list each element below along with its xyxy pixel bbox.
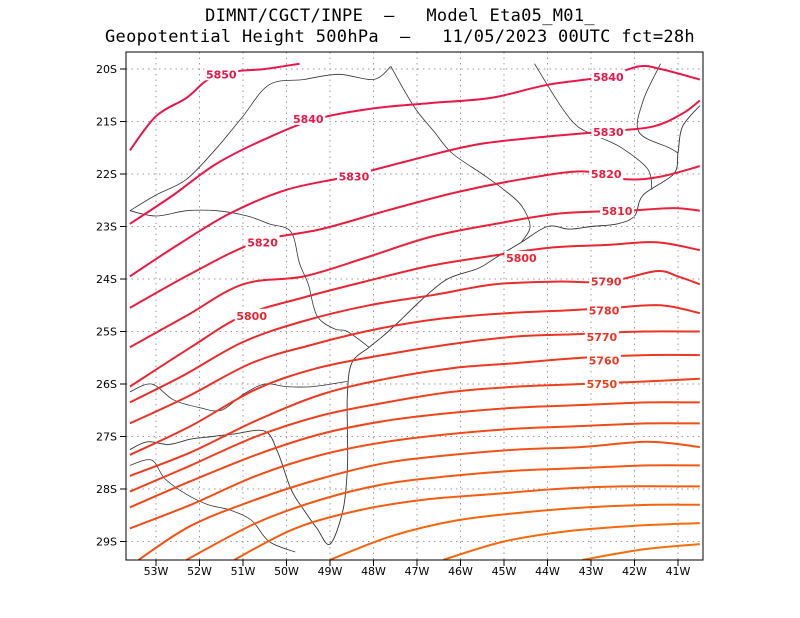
contour-label-bg xyxy=(204,67,239,81)
contour-label-bg xyxy=(336,169,371,183)
contour-label: 5830 xyxy=(593,126,624,139)
contour-label: 5760 xyxy=(589,354,620,367)
contour-5670 xyxy=(582,543,700,560)
contour-label-bg xyxy=(600,203,635,217)
contour-5720 xyxy=(138,440,700,560)
contour-5690 xyxy=(329,503,700,560)
contour-label-bg xyxy=(591,69,626,83)
state-border xyxy=(129,209,370,348)
lon-label-45W: 45W xyxy=(492,565,517,578)
contour-label: 5810 xyxy=(602,205,633,218)
lon-label-48W: 48W xyxy=(361,565,386,578)
contour-5810 xyxy=(129,207,700,349)
state-border xyxy=(636,63,679,154)
plot-frame xyxy=(125,51,704,561)
lon-label-53W: 53W xyxy=(144,565,169,578)
contour-label: 5820 xyxy=(591,168,622,181)
lat-label-25S: 25S xyxy=(96,326,117,339)
contour-5830 xyxy=(129,99,701,278)
contour-5710 xyxy=(186,464,700,560)
lon-label-41W: 41W xyxy=(666,565,691,578)
state-border xyxy=(129,66,392,212)
contour-label-bg xyxy=(584,329,619,343)
contour-label: 5780 xyxy=(589,305,620,318)
lon-label-49W: 49W xyxy=(318,565,343,578)
map-title-line-2: Geopotential Height 500hPa – 11/05/2023 … xyxy=(105,27,695,47)
state-border xyxy=(129,381,348,412)
lon-label-47W: 47W xyxy=(405,565,430,578)
lat-label-22S: 22S xyxy=(96,168,117,181)
lat-label-21S: 21S xyxy=(96,116,117,129)
contour-5820 xyxy=(129,165,701,309)
contour-label-bg xyxy=(584,377,619,390)
contour-label: 5830 xyxy=(339,171,370,184)
geography-layer xyxy=(129,63,701,553)
state-border xyxy=(129,459,296,553)
contour-label-bg xyxy=(589,274,624,288)
contour-5790 xyxy=(129,270,701,404)
contour-label-bg xyxy=(591,125,626,138)
map-title-line-1: DIMNT/CGCT/INPE – Model Eta05_M01_ xyxy=(205,6,595,26)
contour-label-bg xyxy=(589,167,624,180)
contour-label: 5770 xyxy=(587,331,618,344)
lat-label-24S: 24S xyxy=(96,273,117,286)
contour-5680 xyxy=(442,522,700,560)
state-border xyxy=(390,66,531,243)
contour-5730 xyxy=(129,422,700,530)
lon-label-44W: 44W xyxy=(535,565,560,578)
lat-label-23S: 23S xyxy=(96,221,117,234)
contour-label: 5750 xyxy=(587,378,618,391)
contour-label: 5790 xyxy=(591,276,622,289)
contour-label-bg xyxy=(587,353,622,367)
lon-label-42W: 42W xyxy=(622,565,647,578)
contour-5700 xyxy=(233,485,700,560)
contour-label: 5840 xyxy=(293,113,324,126)
longitude-axis: 53W 52W 51W 50W 49W 48W 47W 46W 45W 44W 43W 42W 41W xyxy=(144,560,691,578)
contour-label-bg xyxy=(587,303,622,317)
contour-label-bg xyxy=(291,111,326,125)
lon-label-52W: 52W xyxy=(187,565,212,578)
contour-label: 5840 xyxy=(593,71,624,84)
contour-label: 5850 xyxy=(206,68,237,81)
contour-label-bg xyxy=(245,235,280,249)
lat-label-29S: 29S xyxy=(96,536,117,549)
lat-label-26S: 26S xyxy=(96,378,117,391)
lon-label-46W: 46W xyxy=(448,565,473,578)
contour-label: 5820 xyxy=(247,236,278,249)
contour-5740 xyxy=(129,401,700,509)
lon-label-50W: 50W xyxy=(274,565,299,578)
lat-label-27S: 27S xyxy=(96,431,117,444)
contour-label-bg xyxy=(504,251,539,264)
contour-5800 xyxy=(129,241,700,388)
contour-5780 xyxy=(129,304,701,425)
contour-5840 xyxy=(129,64,701,225)
lat-label-20S: 20S xyxy=(96,63,117,76)
contour-label: 5800 xyxy=(506,252,537,265)
lon-label-51W: 51W xyxy=(231,565,256,578)
contour-label: 5800 xyxy=(236,310,267,323)
latitude-axis: 20S 21S 22S 23S 24S 25S 26S 27S 28S 29S xyxy=(96,63,126,549)
lat-label-28S: 28S xyxy=(96,483,117,496)
contour-label-layer: 5850 5840 5840 5830 5830 5820 5820 5810 5800 5800… xyxy=(204,67,635,391)
contour-5750 xyxy=(129,377,700,493)
lon-label-43W: 43W xyxy=(579,565,604,578)
contour-label-bg xyxy=(234,308,269,322)
